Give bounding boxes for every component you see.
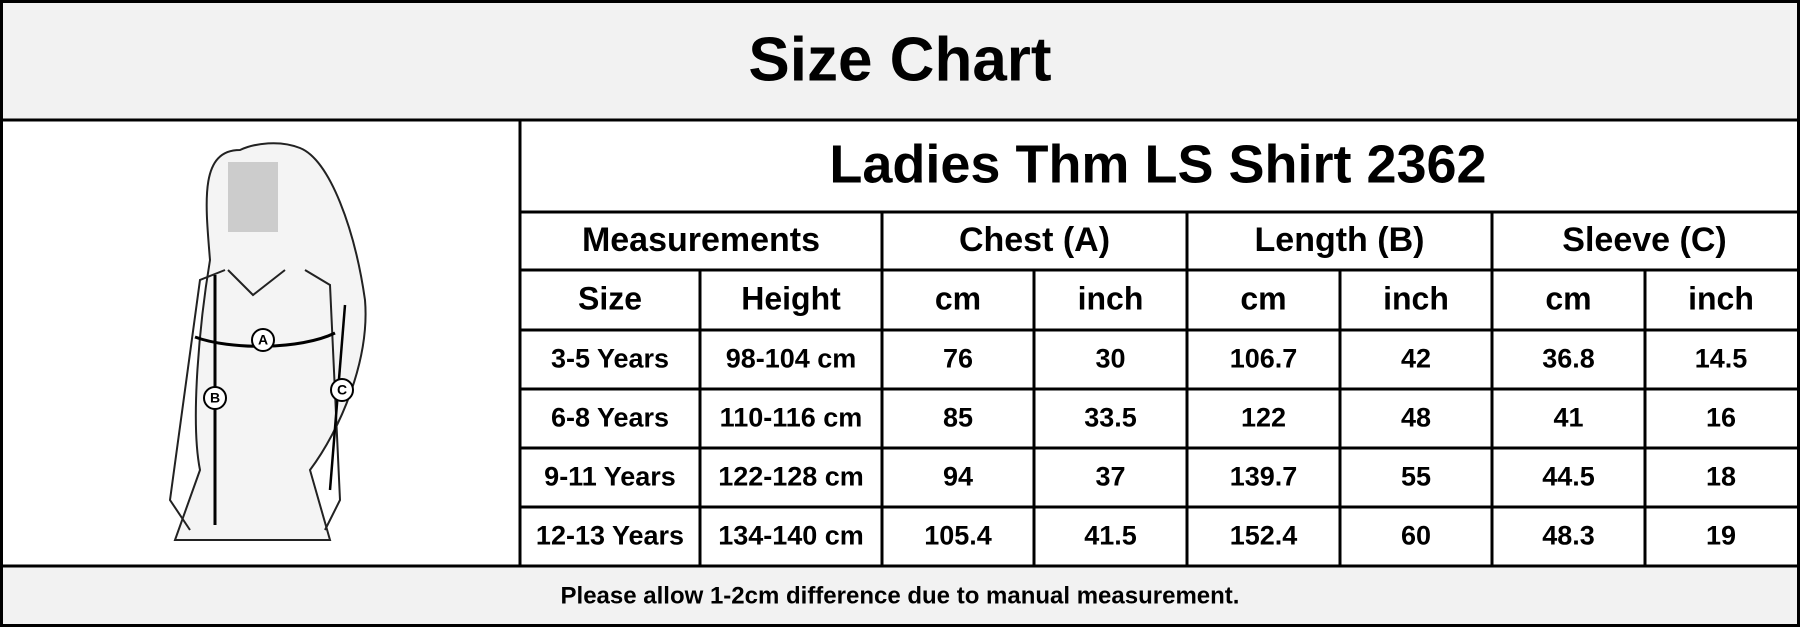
- table-cell: 42: [1401, 344, 1431, 374]
- column-header: cm: [1545, 280, 1591, 316]
- table-cell: 36.8: [1542, 344, 1595, 374]
- table-cell: 6-8 Years: [551, 403, 669, 433]
- table-cell: 3-5 Years: [551, 344, 669, 374]
- table-cell: 76: [943, 344, 973, 374]
- group-header: Length (B): [1255, 221, 1425, 259]
- column-header: inch: [1383, 280, 1449, 316]
- figure-label: C: [337, 382, 347, 398]
- column-header: Height: [741, 280, 841, 316]
- table-cell: 110-116 cm: [720, 403, 863, 433]
- table-cell: 85: [943, 403, 973, 433]
- table-cell: 139.7: [1230, 462, 1298, 492]
- table-cell: 18: [1706, 462, 1736, 492]
- table-cell: 122-128 cm: [718, 462, 864, 492]
- table-cell: 33.5: [1084, 403, 1137, 433]
- table-cell: 106.7: [1230, 344, 1298, 374]
- column-header: cm: [935, 280, 981, 316]
- table-cell: 94: [943, 462, 973, 492]
- table-cell: 19: [1706, 521, 1736, 551]
- figure-label: A: [258, 332, 268, 348]
- table-cell: 41.5: [1084, 521, 1137, 551]
- footer-band: [0, 566, 1800, 627]
- group-header: Sleeve (C): [1562, 221, 1726, 259]
- table-cell: 105.4: [924, 521, 992, 551]
- table-cell: 41: [1553, 403, 1583, 433]
- group-header: Chest (A): [959, 221, 1110, 259]
- column-header: inch: [1688, 280, 1754, 316]
- table-cell: 152.4: [1230, 521, 1298, 551]
- table-cell: 16: [1706, 403, 1736, 433]
- table-cell: 55: [1401, 462, 1431, 492]
- page-title: Size Chart: [748, 25, 1051, 94]
- table-cell: 122: [1241, 403, 1286, 433]
- column-header: inch: [1078, 280, 1144, 316]
- table-cell: 37: [1095, 462, 1125, 492]
- table-cell: 44.5: [1542, 462, 1595, 492]
- table-cell: 134-140 cm: [718, 521, 864, 551]
- table-cell: 14.5: [1695, 344, 1748, 374]
- table-cell: 48.3: [1542, 521, 1595, 551]
- table-cell: 30: [1095, 344, 1125, 374]
- table-cell: 48: [1401, 403, 1431, 433]
- column-header: Size: [578, 280, 642, 316]
- table-cell: 98-104 cm: [726, 344, 857, 374]
- footer-note: Please allow 1-2cm difference due to man…: [561, 582, 1240, 609]
- table-cell: 9-11 Years: [544, 462, 676, 492]
- column-header: cm: [1240, 280, 1286, 316]
- title-band: [0, 0, 1800, 120]
- figure-label: B: [210, 390, 220, 406]
- group-header: Measurements: [582, 221, 820, 259]
- figure: [168, 142, 367, 541]
- product-title: Ladies Thm LS Shirt 2362: [829, 134, 1486, 194]
- table-cell: 60: [1401, 521, 1431, 551]
- table-cell: 12-13 Years: [536, 521, 684, 551]
